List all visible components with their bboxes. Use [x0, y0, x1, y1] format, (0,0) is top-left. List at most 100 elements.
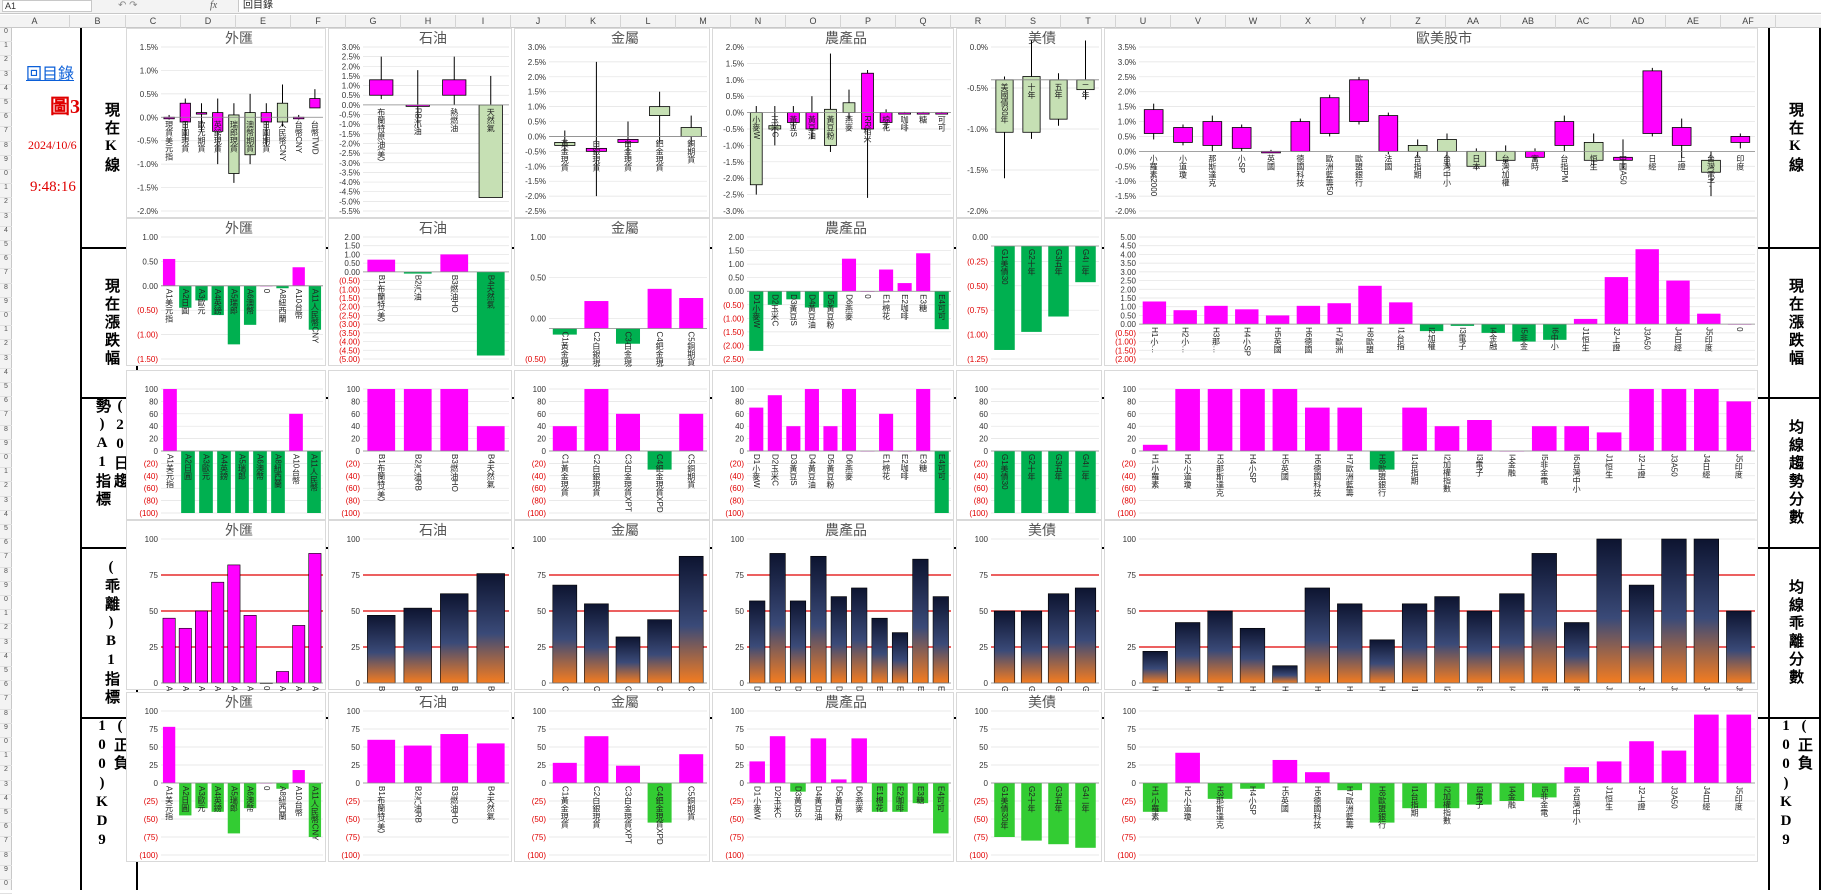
row-header[interactable]: 1 — [0, 42, 12, 57]
row-header[interactable]: 0 — [0, 170, 12, 185]
chart-1-1[interactable]: 石油 2.00 1.50 1.00 0.50 0.00 (0.50) (1.00) (1.50)… — [328, 218, 512, 366]
column-header[interactable]: A — [0, 15, 70, 28]
row-header[interactable]: 8 — [0, 852, 12, 866]
chart-3-0[interactable]: 外匯 100 75 50 25 0 A1美元指 A2日圓 A3歐元 A4英鎊 A5瑞郎 A6澳幣 0 A8… — [126, 520, 326, 691]
column-header[interactable]: C — [126, 15, 181, 28]
column-header[interactable]: M — [676, 15, 731, 28]
column-header[interactable]: X — [1281, 15, 1336, 28]
column-header[interactable]: U — [1116, 15, 1171, 28]
chart-0-3[interactable]: 農產品 2.0% 1.5% 1.0% 0.5% 0.0% -0.5% -1.0% -1.5% -2… — [712, 28, 954, 218]
column-header[interactable]: AF — [1721, 15, 1776, 28]
chart-2-2[interactable]: 100 80 60 40 20 0 (20) (40) (60) (80) (100) C1黃金現貨 C… — [514, 370, 710, 520]
chart-0-2[interactable]: 金屬 3.0% 2.5% 2.0% 1.5% 1.0% 0.5% 0.0% -0.5% -1.0%… — [514, 28, 710, 218]
column-header[interactable]: AD — [1611, 15, 1666, 28]
chart-0-4[interactable]: 美債 0.0% -0.5% -1.0% -1.5% -2.0% 美國債30年 十年 五年 二年 — [956, 28, 1102, 218]
row-header[interactable]: 4 — [0, 653, 12, 667]
row-header[interactable]: 9 — [0, 582, 12, 596]
chart-2-1[interactable]: 100 80 60 40 20 0 (20) (40) (60) (80) (100) B1布蘭特(美… — [328, 370, 512, 520]
row-header[interactable]: 9 — [0, 440, 12, 454]
row-header[interactable]: 4 — [0, 369, 12, 383]
row-header[interactable]: 2 — [0, 766, 12, 781]
chart-4-2[interactable]: 金屬 100 75 50 25 0 (25) (50) (75) (100) C1黃金現貨 C2白銀現… — [514, 692, 710, 862]
column-header[interactable]: J — [511, 15, 566, 28]
chart-3-5[interactable]: 100 75 50 25 0 H1小羅素 H2小道瓊 H3那斯達克 H4小SP H5英國 H6德國科… — [1104, 520, 1758, 691]
row-header[interactable]: 6 — [0, 539, 12, 554]
row-header[interactable]: 5 — [0, 383, 12, 398]
row-header[interactable]: 2 — [0, 482, 12, 497]
column-header[interactable]: G — [346, 15, 401, 28]
row-header[interactable]: 8 — [0, 142, 12, 156]
row-header[interactable]: 6 — [0, 255, 12, 270]
chart-3-4[interactable]: 美債 100 75 50 25 0 G1美債30年 G2十年 G3五年 G4二年 — [956, 520, 1102, 691]
row-header[interactable]: 8 — [0, 284, 12, 298]
row-header[interactable]: 6 — [0, 681, 12, 696]
column-header[interactable]: AB — [1501, 15, 1556, 28]
row-header[interactable]: 1 — [0, 610, 12, 625]
chart-2-0[interactable]: 100 80 60 40 20 0 (20) (40) (60) (80) (100) A1美元指 A2… — [126, 370, 326, 520]
row-header[interactable]: 1 — [0, 326, 12, 341]
column-header[interactable]: T — [1061, 15, 1116, 28]
row-header[interactable]: 3 — [0, 781, 12, 795]
chart-0-1[interactable]: 石油 3.0% 2.5% 2.0% 1.5% 1.0% 0.5% 0.0% -0.5% -1.0%… — [328, 28, 512, 218]
column-header[interactable]: Z — [1391, 15, 1446, 28]
row-header[interactable]: 8 — [0, 426, 12, 440]
row-header[interactable]: 4 — [0, 227, 12, 241]
column-header[interactable]: V — [1171, 15, 1226, 28]
row-header[interactable]: 7 — [0, 695, 12, 710]
column-header[interactable]: I — [456, 15, 511, 28]
chart-0-5[interactable]: 歐美股市 3.5% 3.0% 2.5% 2.0% 1.5% 1.0% 0.5% 0.0% -0.5… — [1104, 28, 1758, 218]
row-header[interactable]: 0 — [0, 312, 12, 327]
row-header[interactable]: 4 — [0, 795, 12, 809]
chart-4-1[interactable]: 石油 100 75 50 25 0 (25) (50) (75) (100) B1布蘭特(美) B2汽… — [328, 692, 512, 862]
name-box[interactable]: A1 — [2, 0, 92, 12]
column-header[interactable]: S — [1006, 15, 1061, 28]
row-header[interactable]: 2 — [0, 56, 12, 71]
column-header[interactable]: R — [951, 15, 1006, 28]
row-header[interactable]: 2 — [0, 340, 12, 355]
row-header[interactable]: 7 — [0, 553, 12, 568]
chart-2-5[interactable]: 100 80 60 40 20 0 (20) (40) (60) (80) (100) H1小羅素 H2… — [1104, 370, 1758, 520]
row-header[interactable]: 6 — [0, 397, 12, 412]
row-header[interactable]: 4 — [0, 511, 12, 525]
column-header[interactable]: B — [70, 15, 126, 28]
chart-1-0[interactable]: 外匯 1.00 0.50 0.00 (0.50) (1.00) (1.50) A1美元指 A2日… — [126, 218, 326, 366]
row-header[interactable]: 0 — [0, 880, 12, 894]
column-header[interactable]: F — [291, 15, 346, 28]
undo-redo-icons[interactable]: ↶ ↷ — [118, 0, 138, 11]
chart-2-3[interactable]: 100 80 60 40 20 0 (20) (40) (60) (80) (100) D1小麥W D2… — [712, 370, 954, 520]
chart-1-2[interactable]: 金屬 1.00 0.50 0.00 (0.50) C1黃金現貨 C2白銀現貨 C3白金現貨 C4… — [514, 218, 710, 367]
row-header[interactable]: 0 — [0, 596, 12, 611]
row-header[interactable]: 9 — [0, 156, 12, 170]
row-header[interactable]: 7 — [0, 269, 12, 284]
column-header[interactable]: Y — [1336, 15, 1391, 28]
row-header[interactable]: 1 — [0, 184, 12, 199]
chart-1-4[interactable]: 0.00 (0.25) (0.50) (0.75) (1.00) (1.25) G1美債30… — [956, 218, 1102, 366]
row-header[interactable]: 9 — [0, 866, 12, 880]
column-header[interactable]: W — [1226, 15, 1281, 28]
row-header[interactable]: 7 — [0, 127, 12, 142]
row-header[interactable]: 5 — [0, 667, 12, 682]
column-header[interactable]: H — [401, 15, 456, 28]
row-header[interactable]: 0 — [0, 738, 12, 753]
row-header[interactable]: 6 — [0, 823, 12, 838]
column-header[interactable]: L — [621, 15, 676, 28]
row-header[interactable]: 1 — [0, 752, 12, 767]
row-header[interactable]: 4 — [0, 85, 12, 99]
chart-4-3[interactable]: 農產品 100 75 50 25 0 (25) (50) (75) (100) D1小麥W D2玉米C… — [712, 692, 954, 862]
row-header[interactable]: 6 — [0, 113, 12, 128]
row-header[interactable]: 3 — [0, 355, 12, 369]
column-header[interactable]: Q — [896, 15, 951, 28]
chart-1-3[interactable]: 農產品 2.00 1.50 1.00 0.50 0.00 (0.50) (1.00) (1.50… — [712, 218, 954, 366]
row-header[interactable]: 3 — [0, 71, 12, 85]
row-header[interactable]: 5 — [0, 241, 12, 256]
row-header[interactable]: 2 — [0, 198, 12, 213]
row-header[interactable]: 3 — [0, 497, 12, 511]
column-header[interactable]: O — [786, 15, 841, 28]
column-header[interactable]: N — [731, 15, 786, 28]
chart-2-4[interactable]: 100 80 60 40 20 0 (20) (40) (60) (80) (100) G1美債30 G… — [956, 370, 1102, 520]
row-header[interactable]: 5 — [0, 525, 12, 540]
row-header[interactable]: 5 — [0, 809, 12, 824]
row-header[interactable]: 8 — [0, 710, 12, 724]
formula-input[interactable]: 回目錄 — [238, 0, 1821, 12]
chart-4-4[interactable]: 美債 100 75 50 25 0 (25) (50) (75) (100) G1美債30年 G2十年… — [956, 692, 1102, 862]
